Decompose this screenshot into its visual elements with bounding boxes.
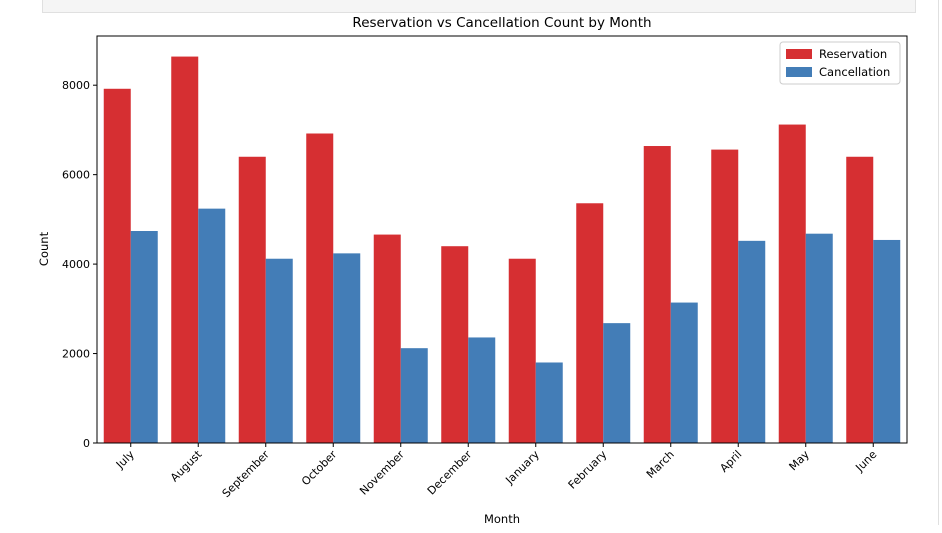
legend-swatch-reservation <box>786 49 812 59</box>
bar-cancellation-february <box>603 323 631 443</box>
x-axis: July August September October November Decemb… <box>113 443 880 500</box>
bar-reservation-february <box>576 203 604 443</box>
x-tick-label: May <box>787 448 813 474</box>
x-tick-label: November <box>357 448 407 498</box>
x-tick-label: June <box>853 448 880 475</box>
bar-cancellation-december <box>468 337 496 443</box>
bar-reservation-march <box>643 146 671 443</box>
bar-cancellation-january <box>535 362 563 443</box>
x-axis-label: Month <box>484 512 520 526</box>
legend-swatch-cancellation <box>786 67 812 77</box>
bar-reservation-december <box>441 246 469 443</box>
bar-reservation-september <box>238 156 266 443</box>
y-tick-label: 6000 <box>62 169 90 182</box>
x-tick-label: August <box>168 447 205 484</box>
bars-layer <box>103 56 901 443</box>
bar-cancellation-november <box>400 348 428 443</box>
x-tick-label: January <box>502 448 542 488</box>
x-tick-label: December <box>425 448 475 498</box>
legend-label-cancellation: Cancellation <box>819 65 890 79</box>
bar-cancellation-march <box>670 302 698 443</box>
bar-reservation-november <box>373 234 401 443</box>
y-tick-label: 8000 <box>62 79 90 92</box>
bar-cancellation-september <box>265 258 293 443</box>
x-tick-label: July <box>113 448 137 472</box>
y-tick-label: 4000 <box>62 258 90 271</box>
bar-reservation-july <box>103 88 131 443</box>
bar-reservation-may <box>778 124 806 443</box>
bar-reservation-august <box>171 56 199 443</box>
legend-label-reservation: Reservation <box>819 47 887 61</box>
notebook-cell-edge <box>42 0 916 13</box>
x-tick-label: October <box>299 448 340 489</box>
x-tick-label: February <box>566 448 610 492</box>
x-tick-label: March <box>644 448 677 481</box>
y-axis: 0 2000 4000 6000 8000 <box>62 79 97 450</box>
x-tick-label: September <box>220 448 273 501</box>
bar-reservation-june <box>846 156 874 443</box>
bar-cancellation-august <box>198 208 226 443</box>
bar-reservation-april <box>711 149 739 443</box>
bar-cancellation-june <box>873 239 901 443</box>
notebook-scroll-edge <box>938 0 939 525</box>
chart-title: Reservation vs Cancellation Count by Mon… <box>352 15 651 31</box>
plot-frame <box>96 35 908 444</box>
y-axis-label: Count <box>37 231 51 266</box>
bar-cancellation-october <box>333 253 361 443</box>
x-tick-label: April <box>717 448 744 475</box>
bar-cancellation-april <box>738 240 766 443</box>
bar-reservation-october <box>306 133 334 443</box>
y-tick-label: 2000 <box>62 348 90 361</box>
y-tick-label: 0 <box>83 437 90 450</box>
bar-cancellation-july <box>130 231 158 443</box>
legend: Reservation Cancellation <box>779 41 901 85</box>
bar-cancellation-may <box>805 233 833 443</box>
bar-reservation-january <box>508 258 536 443</box>
